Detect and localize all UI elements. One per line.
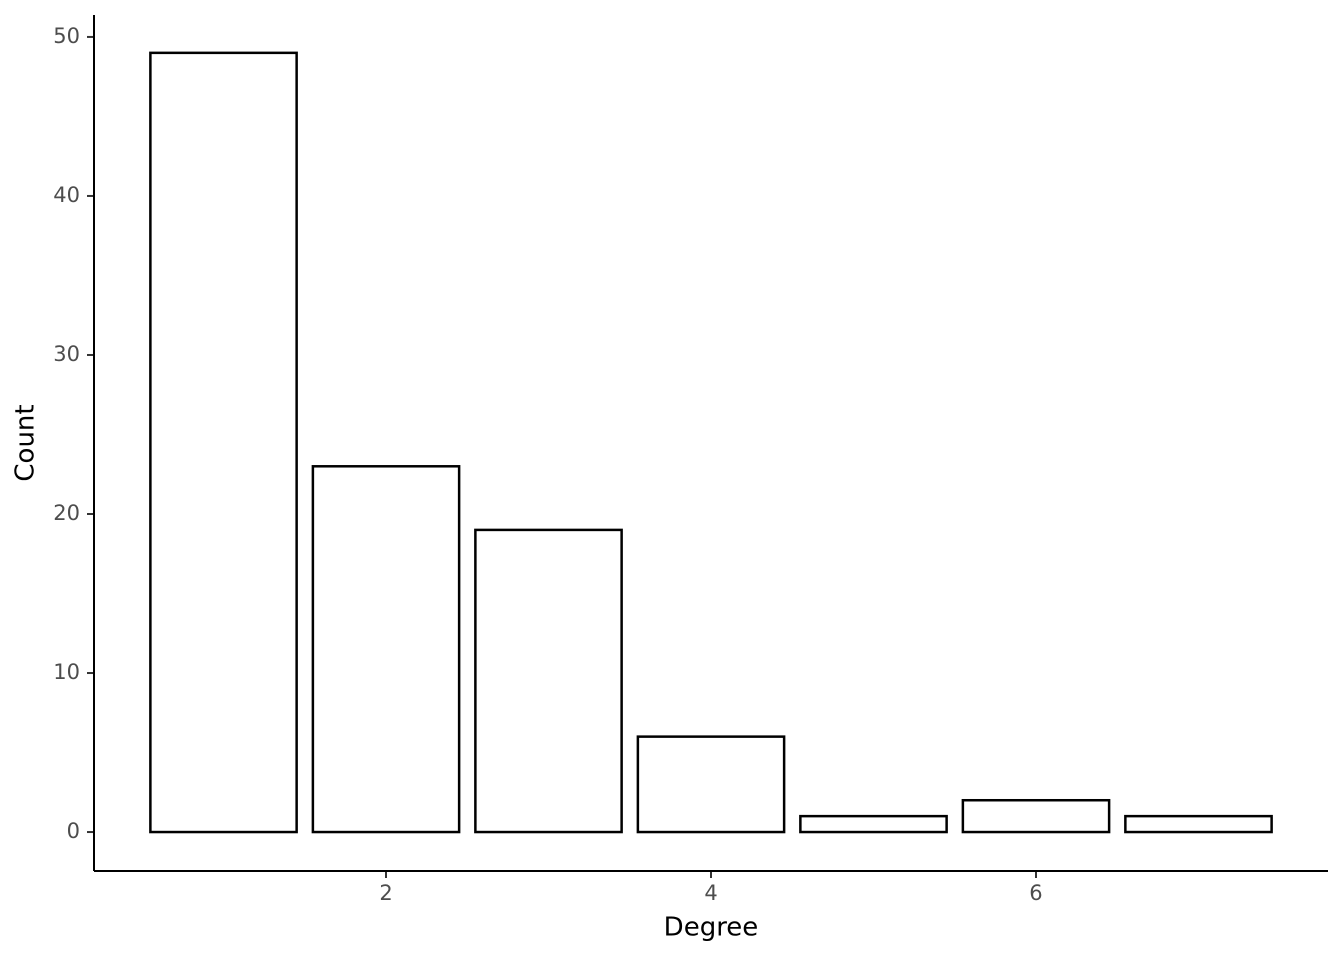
bar [799, 814, 948, 834]
y-tick-label: 20 [53, 501, 80, 525]
x-tick-label: 6 [1029, 881, 1042, 905]
x-axis-title: Degree [664, 913, 759, 943]
bar [961, 798, 1111, 834]
y-tick-label: 30 [53, 342, 80, 366]
x-tick-label: 4 [704, 881, 717, 905]
y-tick-label: 10 [53, 660, 80, 684]
y-tick-label: 40 [53, 183, 80, 207]
bar [474, 528, 623, 834]
y-tick-label: 0 [67, 819, 80, 843]
bar [636, 735, 786, 834]
bar [149, 51, 298, 834]
x-tick-label: 2 [379, 881, 392, 905]
y-axis-title: Count [11, 404, 41, 481]
bar [311, 465, 461, 834]
bar [1124, 814, 1273, 834]
y-tick-label: 50 [53, 24, 80, 48]
